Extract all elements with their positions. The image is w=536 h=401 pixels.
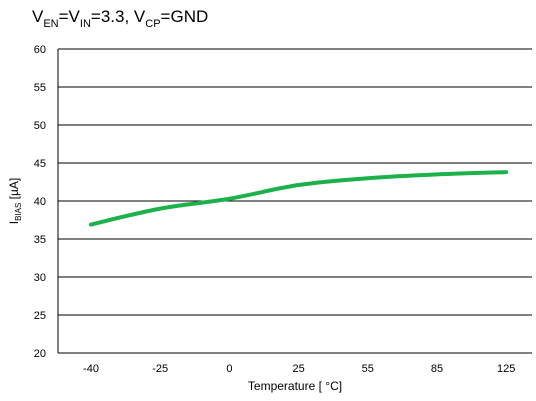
x-tick-label: 125 <box>497 363 515 375</box>
x-tick-label: 25 <box>292 363 304 375</box>
series-line <box>89 170 509 227</box>
y-tick-label: 30 <box>34 272 46 284</box>
y-tick-label: 25 <box>34 310 46 322</box>
y-tick-label: 35 <box>34 234 46 246</box>
chart-title: VEN=VIN=3.3, VCP=GND <box>32 7 208 30</box>
y-tick-label: 60 <box>34 44 46 56</box>
y-tick-label: 20 <box>34 348 46 360</box>
y-tick-labels: 20 25 30 35 40 45 50 55 60 <box>34 44 46 360</box>
x-tick-label: 55 <box>362 363 374 375</box>
x-tick-label: 85 <box>431 363 443 375</box>
y-tick-label: 50 <box>34 120 46 132</box>
y-tick-label: 55 <box>34 82 46 94</box>
x-tick-label: 0 <box>226 363 232 375</box>
y-tick-label: 40 <box>34 196 46 208</box>
x-tick-label: -40 <box>83 363 99 375</box>
y-tick-label: 45 <box>34 158 46 170</box>
grid <box>58 48 532 354</box>
x-tick-labels: -40 -25 0 25 55 85 125 <box>83 363 515 375</box>
x-tick-label: -25 <box>152 363 168 375</box>
y-axis-label: IBIAS [µA] <box>7 178 23 225</box>
x-axis-label: Temperature [ °C] <box>248 379 342 393</box>
